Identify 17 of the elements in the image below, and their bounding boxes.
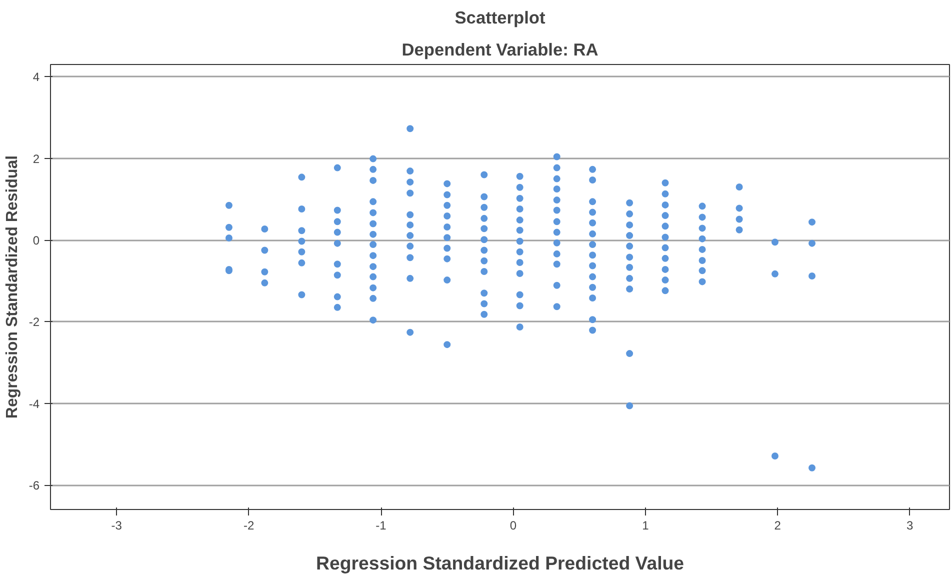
x-tick-label: 2 <box>774 518 782 532</box>
x-tick-label: 0 <box>510 518 517 532</box>
x-axis-title: Regression Standardized Predicted Value <box>316 552 684 574</box>
x-tick-label: 3 <box>906 518 914 532</box>
chart-title: Scatterplot <box>454 8 546 28</box>
x-tick-label: 1 <box>642 518 650 532</box>
y-tick-label: -2 <box>28 315 40 330</box>
y-tick-label: 0 <box>32 234 40 248</box>
y-axis-title: Regression Standardized Residual <box>4 155 21 419</box>
y-tick-label: -6 <box>28 478 40 493</box>
y-tick-label: 4 <box>32 70 40 84</box>
y-tick-label: -4 <box>28 396 40 411</box>
x-tick-label: -2 <box>243 518 254 532</box>
x-tick-label: -1 <box>376 518 387 532</box>
x-tick-label: -3 <box>111 518 122 532</box>
chart-subtitle: Dependent Variable: RA <box>402 40 599 60</box>
y-tick-label: 2 <box>32 152 40 166</box>
